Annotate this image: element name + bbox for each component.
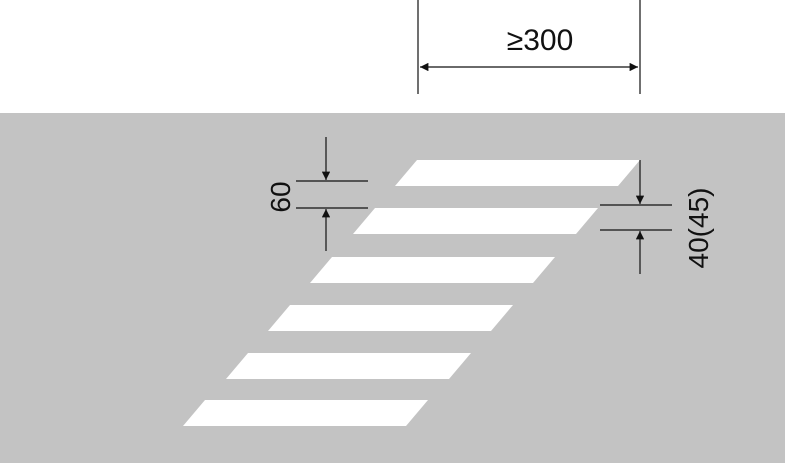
width-dimension [417,0,641,94]
crosswalk-stripes [183,160,640,426]
crosswalk-stripe [310,257,555,283]
stripe-height-label: 40(45) [683,188,714,269]
crosswalk-stripe [183,400,428,426]
width-label: ≥300 [507,24,574,57]
gap-label: 60 [265,181,296,212]
crosswalk-stripe [268,305,513,331]
stripe-height-dimension [600,160,672,274]
crosswalk-stripe [353,208,598,234]
crosswalk-stripe [226,353,471,379]
crosswalk-stripe [395,160,640,186]
gap-dimension [296,137,368,251]
